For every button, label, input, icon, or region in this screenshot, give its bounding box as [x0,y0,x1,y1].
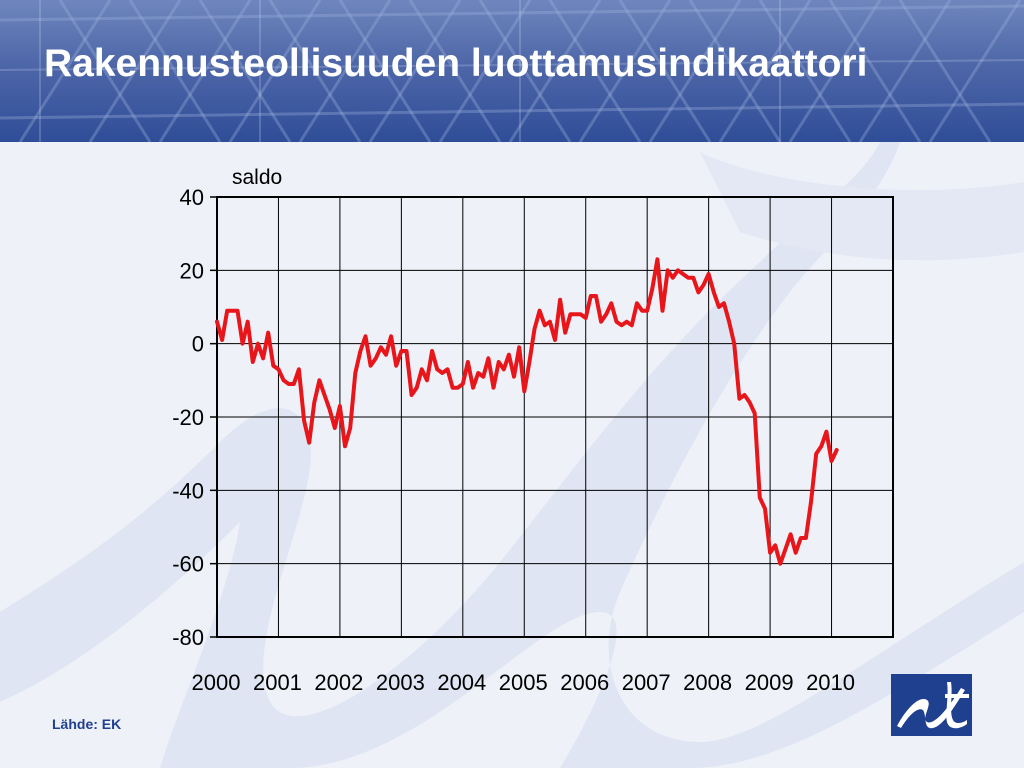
y-tick-label: 20 [180,258,204,283]
x-tick-label: 2010 [806,670,855,695]
ek-logo-icon [891,674,972,736]
y-tick-label: -60 [172,552,204,577]
header-banner: Rakennusteollisuuden luottamusindikaatto… [0,0,1024,142]
x-tick-label: 2001 [253,670,302,695]
x-axis-ticks: 2000 2001 2002 2003 2004 2005 2006 2007 2008 2009… [192,670,855,695]
y-axis-unit-label: saldo [232,166,282,189]
y-tick-label: -20 [172,405,204,430]
slide-title: Rakennusteollisuuden luottamusindikaatto… [44,42,868,85]
source-label: Lähde: EK [52,716,122,732]
y-axis-ticks: 40 20 0 -20 -40 -60 -80 [172,185,217,650]
watermark-graphic [0,142,1024,768]
x-tick-label: 2007 [622,670,671,695]
y-tick-label: -40 [172,478,204,503]
y-tick-label: -80 [172,625,204,650]
x-tick-label: 2002 [314,670,363,695]
y-tick-label: 40 [180,185,204,210]
x-tick-label: 2006 [560,670,609,695]
header-texture [0,0,1024,142]
horizontal-gridlines [217,269,893,565]
x-tick-label: 2005 [499,670,548,695]
x-tick-label: 2000 [192,670,241,695]
x-tick-label: 2008 [683,670,732,695]
x-tick-label: 2009 [745,670,794,695]
x-tick-label: 2004 [437,670,486,695]
y-tick-label: 0 [192,332,204,357]
series-line [215,257,839,566]
x-tick-label: 2003 [376,670,425,695]
